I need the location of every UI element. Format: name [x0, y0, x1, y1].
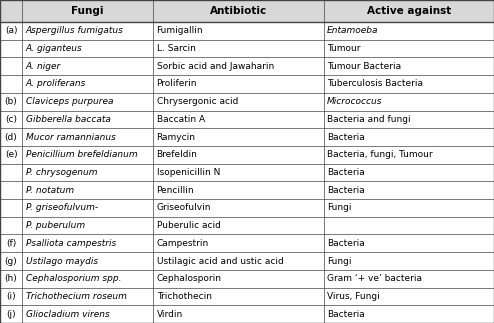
Text: Penicillium brefeldianum: Penicillium brefeldianum [26, 150, 137, 159]
Text: Chrysergonic acid: Chrysergonic acid [157, 97, 238, 106]
Text: Tuberculosis Bacteria: Tuberculosis Bacteria [327, 79, 423, 89]
Text: Bacteria: Bacteria [327, 186, 365, 195]
Text: Griseofulvin: Griseofulvin [157, 203, 211, 213]
Text: Tumour Bacteria: Tumour Bacteria [327, 62, 401, 71]
Text: (g): (g) [5, 256, 17, 266]
Bar [153, 0, 324, 22]
Text: Cephalosporin: Cephalosporin [157, 274, 222, 283]
Text: Bacteria: Bacteria [327, 132, 365, 141]
Text: P. puberulum: P. puberulum [26, 221, 85, 230]
Text: (c): (c) [5, 115, 17, 124]
Text: Psalliota campestris: Psalliota campestris [26, 239, 116, 248]
Bar [22, 0, 153, 22]
Text: Bacteria: Bacteria [327, 239, 365, 248]
Text: Gibberella baccata: Gibberella baccata [26, 115, 111, 124]
Text: Bacteria: Bacteria [327, 168, 365, 177]
Text: (h): (h) [5, 274, 17, 283]
Text: Virdin: Virdin [157, 310, 183, 319]
Text: Entamoeba: Entamoeba [327, 26, 378, 35]
Text: Fungi: Fungi [327, 256, 352, 266]
Text: A. niger: A. niger [26, 62, 61, 71]
Text: Proliferin: Proliferin [157, 79, 197, 89]
Text: Virus, Fungi: Virus, Fungi [327, 292, 380, 301]
Text: L. Sarcin: L. Sarcin [157, 44, 196, 53]
Text: (b): (b) [5, 97, 17, 106]
Text: Isopenicillin N: Isopenicillin N [157, 168, 220, 177]
Bar [0, 0, 22, 22]
Text: Active against: Active against [367, 6, 451, 16]
Text: Bacteria: Bacteria [327, 310, 365, 319]
Text: Sorbic acid and Jawaharin: Sorbic acid and Jawaharin [157, 62, 274, 71]
Text: (d): (d) [5, 132, 17, 141]
Text: Cephalosporium spp.: Cephalosporium spp. [26, 274, 121, 283]
Text: Antibiotic: Antibiotic [210, 6, 267, 16]
Text: Tumour: Tumour [327, 44, 361, 53]
Text: Campestrin: Campestrin [157, 239, 209, 248]
Text: Gliocladium virens: Gliocladium virens [26, 310, 110, 319]
Text: Aspergillus fumigatus: Aspergillus fumigatus [26, 26, 124, 35]
Text: P. griseofulvum-: P. griseofulvum- [26, 203, 98, 213]
Text: (i): (i) [6, 292, 16, 301]
Text: Ramycin: Ramycin [157, 132, 196, 141]
Text: Fumigallin: Fumigallin [157, 26, 203, 35]
Text: A. proliferans: A. proliferans [26, 79, 86, 89]
Text: P. chrysogenum: P. chrysogenum [26, 168, 97, 177]
Text: Baccatin A: Baccatin A [157, 115, 205, 124]
Text: (e): (e) [5, 150, 17, 159]
Text: Ustilago maydis: Ustilago maydis [26, 256, 98, 266]
Text: (f): (f) [6, 239, 16, 248]
Text: Gram ‘+ ve’ bacteria: Gram ‘+ ve’ bacteria [327, 274, 422, 283]
Text: Trichothecin: Trichothecin [157, 292, 211, 301]
Text: Fungi: Fungi [72, 6, 104, 16]
Text: Bacteria and fungi: Bacteria and fungi [327, 115, 411, 124]
Text: Fungi: Fungi [327, 203, 352, 213]
Text: Ustilagic acid and ustic acid: Ustilagic acid and ustic acid [157, 256, 284, 266]
Bar [324, 0, 494, 22]
Text: Micrococcus: Micrococcus [327, 97, 382, 106]
Text: (a): (a) [5, 26, 17, 35]
Text: P. notatum: P. notatum [26, 186, 74, 195]
Text: Puberulic acid: Puberulic acid [157, 221, 220, 230]
Text: Claviceps purpurea: Claviceps purpurea [26, 97, 113, 106]
Text: Pencillin: Pencillin [157, 186, 194, 195]
Text: Bacteria, fungi, Tumour: Bacteria, fungi, Tumour [327, 150, 433, 159]
Text: Trichothecium roseum: Trichothecium roseum [26, 292, 126, 301]
Text: Mucor ramannianus: Mucor ramannianus [26, 132, 116, 141]
Text: (j): (j) [6, 310, 16, 319]
Text: A. giganteus: A. giganteus [26, 44, 82, 53]
Text: Brefeldin: Brefeldin [157, 150, 198, 159]
